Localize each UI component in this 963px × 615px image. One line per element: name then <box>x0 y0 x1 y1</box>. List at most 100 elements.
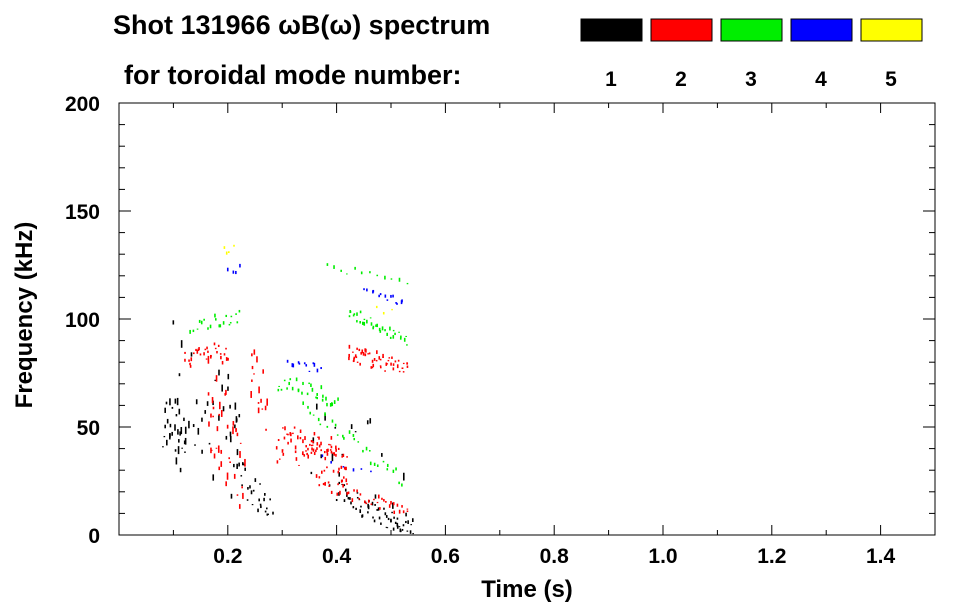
spectrum-point-n1 <box>264 492 266 496</box>
spectrum-point-n2 <box>326 452 329 456</box>
spectrum-point-n1 <box>208 442 211 445</box>
spectrum-point-n2 <box>392 363 395 366</box>
y-axis: 0 50 100 150 200 <box>65 93 935 548</box>
spectrum-point-n2 <box>363 500 366 504</box>
spectrum-point-n2 <box>286 433 288 435</box>
spectrum-point-n2 <box>196 350 199 354</box>
spectrum-point-n3 <box>311 387 314 392</box>
spectrum-point-n1 <box>169 423 172 428</box>
spectrum-point-n3 <box>401 483 403 487</box>
spectrum-point-n2 <box>215 447 218 449</box>
spectrum-point-n3 <box>321 398 324 402</box>
spectrum-point-n3 <box>353 313 356 316</box>
spectrum-point-n1 <box>175 457 178 465</box>
spectrum-point-n1 <box>162 446 164 448</box>
spectrum-point-n1 <box>174 398 177 404</box>
spectrum-point-n2 <box>239 442 242 444</box>
spectrum-point-n1 <box>267 513 269 515</box>
spectrum-point-n2 <box>305 450 307 452</box>
spectrum-point-n3 <box>386 332 388 336</box>
spectrum-point-n1 <box>165 401 168 405</box>
spectrum-point-n3 <box>363 321 366 326</box>
spectrum-point-n2 <box>355 356 358 359</box>
spectrum-point-n2 <box>406 508 409 510</box>
spectrum-point-n2 <box>329 449 332 451</box>
spectrum-point-n2 <box>290 438 292 443</box>
spectrum-point-n1 <box>338 481 341 485</box>
spectrum-point-n3 <box>376 274 379 277</box>
spectrum-point-n1 <box>360 505 362 508</box>
spectrum-point-n2 <box>333 452 336 456</box>
spectrum-point-n2 <box>232 426 234 435</box>
legend-label-1: 1 <box>605 68 617 91</box>
spectrum-point-n1 <box>247 486 249 490</box>
spectrum-point-n3 <box>316 396 318 400</box>
spectrum-point-n1 <box>338 492 340 496</box>
spectrum-point-n4 <box>330 461 332 464</box>
spectrum-point-n1 <box>409 530 412 534</box>
spectrum-point-n2 <box>340 479 343 483</box>
spectrum-point-n2 <box>329 444 332 446</box>
spectrum-point-n1 <box>218 415 220 421</box>
spectrum-point-n5 <box>225 251 228 255</box>
spectrum-point-n3 <box>392 469 395 473</box>
spectrum-point-n2 <box>233 473 236 479</box>
spectrum-point-n2 <box>397 359 400 362</box>
spectrum-point-n3 <box>189 329 191 334</box>
x-axis: 0.2 0.4 0.6 0.8 1.0 1.2 1.4 <box>172 103 896 568</box>
spectrum-point-n2 <box>311 444 314 446</box>
spectrum-point-n2 <box>317 436 319 438</box>
spectrum-point-n3 <box>209 324 212 329</box>
spectrum-point-n1 <box>183 440 186 445</box>
spectrum-point-n2 <box>220 355 222 360</box>
spectrum-point-n2 <box>225 347 227 350</box>
spectrum-point-n1 <box>356 496 359 499</box>
spectrum-point-n2 <box>189 364 192 368</box>
spectrum-point-n1 <box>222 406 225 412</box>
spectrum-point-n1 <box>177 429 179 435</box>
spectrum-point-n3 <box>357 441 360 443</box>
spectrum-point-n2 <box>406 365 409 368</box>
spectrum-point-n2 <box>337 447 340 450</box>
spectrum-point-n1 <box>236 463 238 469</box>
spectrum-point-n3 <box>207 327 209 330</box>
spectrum-point-n2 <box>318 484 321 487</box>
spectrum-point-n1 <box>174 449 177 452</box>
spectrum-point-n2 <box>318 476 321 479</box>
spectrum-point-n2 <box>386 363 389 365</box>
spectrum-point-n3 <box>301 391 303 395</box>
spectrum-point-n2 <box>335 448 337 452</box>
spectrum-point-n2 <box>261 408 264 410</box>
spectrum-point-n2 <box>235 427 237 433</box>
legend: 1 2 3 4 5 <box>580 18 923 91</box>
spectrum-point-n3 <box>392 335 395 339</box>
spectrum-point-n1 <box>407 520 409 524</box>
spectrum-point-n2 <box>294 450 297 454</box>
spectrum-point-n3 <box>372 326 374 330</box>
spectrum-point-n1 <box>378 516 381 520</box>
spectrum-point-n1 <box>373 519 376 523</box>
spectrum-point-n1 <box>241 484 243 487</box>
spectrum-point-n1 <box>346 493 348 497</box>
spectrum-point-n1 <box>341 483 344 486</box>
spectrum-point-n2 <box>310 439 313 443</box>
spectrum-point-n2 <box>341 455 343 458</box>
series-n4 <box>226 263 403 473</box>
spectrum-point-n3 <box>361 321 364 325</box>
spectrum-point-n1 <box>396 522 399 527</box>
spectrum-point-n2 <box>335 445 337 450</box>
spectrum-point-n1 <box>377 507 380 511</box>
spectrum-point-n1 <box>175 414 178 417</box>
spectrum-point-n4 <box>235 270 237 275</box>
spectrum-point-n1 <box>259 503 262 506</box>
spectrum-point-n3 <box>196 328 199 330</box>
spectrum-point-n1 <box>195 399 198 405</box>
spectrum-point-n1 <box>214 379 217 382</box>
spectrum-point-n2 <box>402 371 405 373</box>
spectrum-point-n2 <box>398 509 401 514</box>
spectrum-point-n4 <box>352 468 355 472</box>
spectrum-point-n3 <box>214 313 216 318</box>
spectrum-point-n2 <box>302 451 304 456</box>
spectrum-point-n1 <box>174 424 176 431</box>
spectrum-point-n2 <box>342 483 344 488</box>
